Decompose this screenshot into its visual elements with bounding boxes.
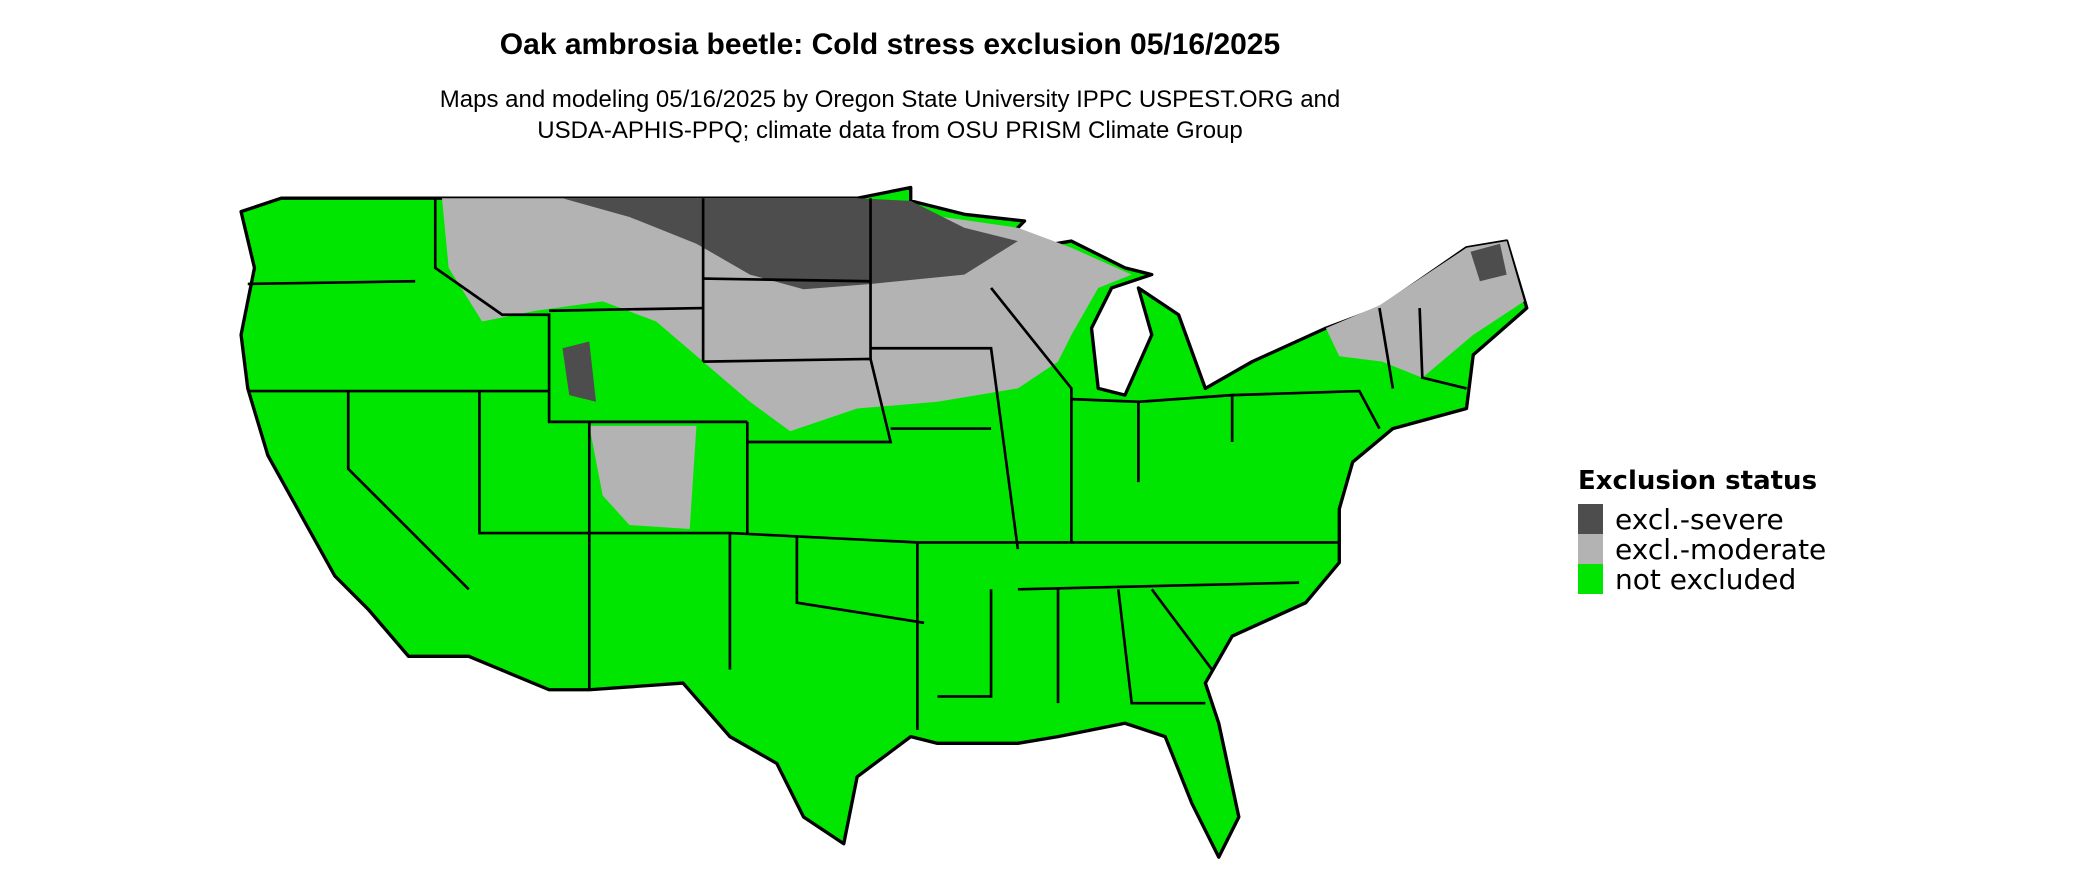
- legend-item-severe: excl.-severe: [1578, 502, 1826, 536]
- legend-label: excl.-moderate: [1615, 532, 1827, 566]
- severe-exclusion-north: [562, 198, 1018, 290]
- legend-item-moderate: excl.-moderate: [1578, 532, 1827, 566]
- legend-label: excl.-severe: [1615, 502, 1784, 536]
- conus-not-excluded-area: [239, 185, 1529, 859]
- legend-swatch-moderate: [1578, 534, 1603, 564]
- map-subtitle-line-1: Maps and modeling 05/16/2025 by Oregon S…: [439, 86, 1341, 113]
- severe-exclusion-maine: [1470, 243, 1507, 282]
- legend: Exclusion status excl.-severe excl.-mode…: [1578, 466, 1827, 596]
- legend-swatch-severe: [1578, 504, 1603, 534]
- legend-item-not-excluded: not excluded: [1578, 562, 1826, 596]
- legend-label: not excluded: [1615, 562, 1797, 596]
- moderate-exclusion-northeast: [1325, 241, 1525, 378]
- legend-swatch-not-excluded: [1578, 564, 1603, 594]
- state-borders: [247, 198, 1467, 730]
- map-title: Oak ambrosia beetle: Cold stress exclusi…: [499, 28, 1281, 61]
- moderate-exclusion-rockies: [589, 425, 697, 530]
- severe-exclusion-wyoming: [562, 341, 596, 402]
- legend-title: Exclusion status: [1578, 466, 1818, 496]
- map-subtitle-line-2: USDA-APHIS-PPQ; climate data from OSU PR…: [537, 117, 1243, 144]
